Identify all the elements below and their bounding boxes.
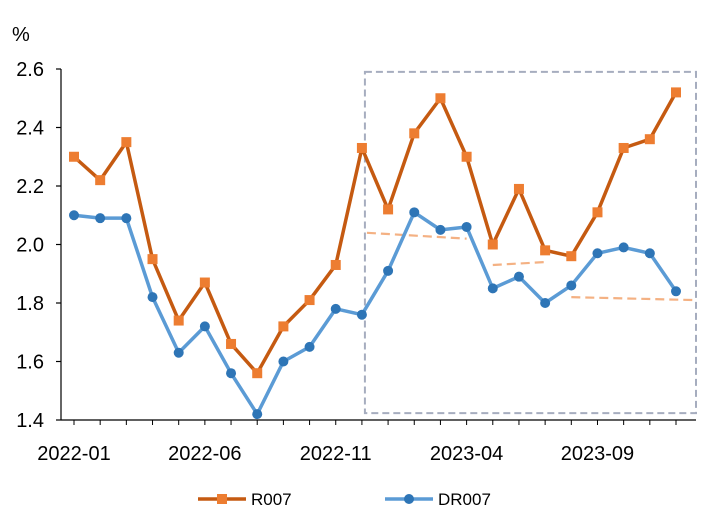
x-tick-label: 2022-01 — [37, 443, 110, 465]
data-point — [461, 221, 472, 232]
data-point — [644, 134, 655, 145]
data-point — [95, 175, 106, 186]
x-tick-label: 2022-11 — [300, 443, 372, 465]
legend-label: DR007 — [438, 490, 491, 509]
legend-item-r007: R007 — [198, 490, 292, 509]
data-point — [618, 142, 629, 153]
data-point — [252, 409, 263, 420]
legend: R007 DR007 — [198, 490, 491, 509]
y-unit-label: % — [12, 24, 30, 46]
y-tick-label: 2.4 — [16, 118, 44, 140]
data-point — [435, 93, 446, 104]
data-point — [147, 254, 158, 265]
y-tick-label: 2.2 — [16, 176, 44, 198]
data-point — [95, 213, 106, 224]
data-point — [644, 248, 655, 259]
data-point — [356, 142, 367, 153]
series-line — [72, 91, 678, 375]
legend-item-dr007: DR007 — [385, 490, 491, 509]
y-tick-label: 2.0 — [16, 235, 44, 257]
data-point — [618, 242, 629, 253]
data-point — [356, 309, 367, 320]
data-point — [461, 151, 472, 162]
series-r007 — [69, 87, 681, 379]
x-tick-label: 2023-04 — [430, 443, 503, 465]
data-point — [252, 368, 263, 379]
data-point — [409, 207, 420, 218]
data-point — [69, 210, 79, 221]
data-point — [173, 315, 184, 326]
data-point — [226, 368, 237, 379]
data-point — [199, 321, 210, 332]
data-point — [278, 356, 289, 367]
data-point — [487, 283, 498, 294]
y-tick-labels: 1.4 1.6 1.8 2.0 2.2 2.4 2.6 — [16, 59, 61, 432]
data-point — [592, 207, 603, 218]
data-point — [671, 286, 681, 297]
legend-label: R007 — [251, 490, 292, 509]
trend-line — [492, 260, 546, 267]
series-line — [73, 210, 678, 416]
data-point — [147, 292, 158, 303]
data-point — [383, 265, 394, 276]
y-tick-label: 1.4 — [16, 410, 44, 432]
data-point — [513, 183, 524, 194]
data-point — [121, 213, 132, 224]
data-point — [513, 271, 524, 282]
data-point — [592, 248, 603, 259]
data-point — [69, 151, 79, 162]
data-point — [304, 295, 315, 306]
data-point — [278, 321, 289, 332]
data-point — [566, 280, 577, 291]
legend-marker — [404, 494, 414, 504]
data-point — [121, 137, 132, 148]
data-point — [383, 204, 394, 215]
series-layer — [69, 87, 681, 420]
data-point — [304, 341, 315, 352]
series-dr007 — [69, 207, 681, 420]
data-point — [540, 245, 551, 256]
data-point — [199, 277, 210, 288]
x-tick-label: 2023-09 — [561, 443, 634, 465]
trend-line — [571, 296, 695, 302]
y-tick-label: 2.6 — [16, 59, 44, 81]
y-tick-label: 1.8 — [16, 293, 44, 315]
data-point — [409, 128, 420, 139]
x-tick-label: 2022-06 — [168, 443, 241, 465]
data-point — [671, 87, 681, 98]
data-point — [435, 224, 446, 235]
y-tick-label: 1.6 — [16, 352, 44, 374]
data-point — [226, 338, 237, 349]
data-point — [540, 298, 551, 308]
trend-line — [366, 231, 467, 240]
data-point — [330, 303, 341, 314]
data-point — [173, 347, 184, 358]
data-point — [487, 239, 498, 250]
x-tick-labels: 2022-01 2022-06 2022-11 2023-04 2023-09 — [37, 420, 677, 465]
highlight-box — [363, 70, 697, 415]
annotations — [363, 70, 697, 415]
data-point — [566, 251, 577, 262]
data-point — [330, 259, 341, 270]
legend-marker — [217, 494, 227, 504]
axes — [60, 69, 696, 421]
